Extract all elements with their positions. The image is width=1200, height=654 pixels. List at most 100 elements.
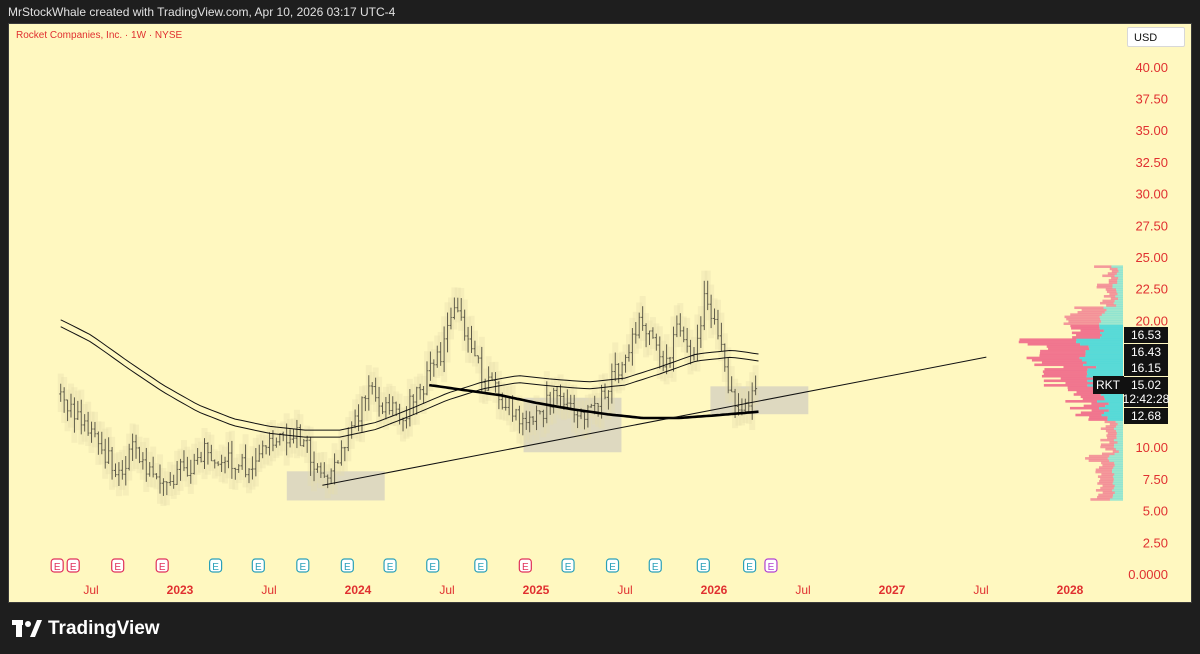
earnings-marker-letter: E: [609, 562, 616, 573]
volume-profile-bar: [1103, 306, 1123, 310]
earnings-marker: [426, 558, 440, 573]
volume-profile-bar: [1117, 441, 1123, 444]
volume-profile-bar: [1116, 425, 1123, 428]
volume-profile-bar: [1100, 477, 1114, 481]
volume-profile-bar: [1090, 498, 1110, 501]
price-bar-shadow: [667, 346, 674, 379]
volume-profile-bar: [1026, 356, 1080, 360]
volume-profile-bar: [1041, 374, 1087, 378]
volume-profile-bar: [1109, 454, 1123, 458]
volume-profile-bar: [1064, 315, 1100, 319]
price-bar-shadow: [560, 382, 567, 421]
price-bar-shadow: [718, 312, 725, 362]
support-trendline: [322, 356, 987, 486]
price-bar-shadow: [355, 394, 362, 442]
price-bar-shadow: [567, 384, 574, 418]
volume-profile-bar: [1095, 468, 1113, 472]
earnings-marker-letter: E: [54, 562, 61, 573]
price-bar-shadow: [115, 451, 122, 497]
price-bar-shadow: [341, 436, 348, 472]
price-bar-shadow: [239, 443, 246, 481]
price-bar-shadow: [468, 315, 475, 364]
price-bar-shadow: [526, 401, 533, 443]
currency-selector[interactable]: USD: [1127, 27, 1185, 47]
volume-profile-bar: [1086, 361, 1123, 364]
earnings-marker-letter: E: [565, 562, 572, 573]
chart-panel[interactable]: [8, 23, 1192, 603]
volume-profile-bar: [1039, 354, 1086, 357]
volume-profile-bar: [1088, 459, 1110, 462]
volume-profile-bar: [1031, 358, 1083, 362]
price-bar-shadow: [280, 421, 287, 452]
price-bar-shadow: [317, 452, 324, 489]
volume-profile-bar: [1114, 274, 1123, 278]
price-bar-shadow: [85, 401, 92, 447]
volume-profile-bar: [1019, 338, 1077, 341]
earnings-marker-letter: E: [387, 562, 394, 573]
x-tick-label: Jul: [973, 583, 988, 597]
price-bar-shadow: [424, 351, 431, 406]
earnings-marker: [696, 558, 710, 573]
price-bar-shadow: [112, 453, 119, 488]
price-bar-shadow: [506, 386, 513, 426]
volume-profile-bar: [1117, 292, 1123, 296]
volume-profile-bar: [1114, 463, 1123, 467]
price-bar-shadow: [465, 316, 472, 363]
volume-profile-bar: [1106, 434, 1117, 437]
volume-profile-bar: [1118, 450, 1123, 453]
x-tick-label: 2028: [1057, 583, 1084, 597]
price-label: 12.68: [1131, 409, 1161, 423]
price-bar-shadow: [670, 316, 677, 382]
price-bar-shadow: [513, 398, 520, 431]
x-tick-label: 2027: [879, 583, 906, 597]
volume-profile-bar: [1116, 434, 1123, 437]
earnings-marker-letter: E: [746, 562, 753, 573]
price-bar-shadow: [485, 356, 492, 401]
earnings-marker: [209, 558, 223, 573]
price-bar-shadow: [180, 440, 187, 482]
earnings-marker-letter: E: [344, 562, 351, 573]
price-bar-shadow: [184, 446, 191, 487]
volume-profile-bar: [1067, 386, 1099, 389]
volume-profile-bar: [1112, 283, 1123, 287]
x-tick-label: Jul: [617, 583, 632, 597]
price-bar-shadow: [304, 425, 311, 464]
ma-band-upper: [60, 319, 759, 431]
earnings-marker: [518, 558, 532, 573]
price-bar-shadow: [133, 424, 140, 469]
ma-slow-line: [429, 383, 759, 420]
volume-profile-bar: [1116, 431, 1123, 435]
price-bar-shadow: [74, 390, 81, 431]
volume-profile-bar: [1080, 411, 1105, 415]
volume-profile-bar: [1071, 331, 1101, 335]
price-bar-shadow: [636, 302, 643, 349]
price-bar-shadow: [352, 399, 359, 439]
earnings-marker-letter: E: [299, 562, 306, 573]
volume-profile-bar: [1111, 470, 1123, 474]
price-bar-shadow: [643, 313, 650, 358]
volume-profile-bar: [1113, 466, 1123, 469]
price-bar-shadow: [687, 329, 694, 375]
volume-profile-bar: [1116, 429, 1123, 433]
volume-profile-bar: [1115, 447, 1123, 451]
symbol-tag-box: [1093, 376, 1124, 394]
price-bar-shadow: [321, 451, 328, 489]
volume-profile-bar: [1097, 283, 1113, 287]
price-bar-shadow: [328, 458, 335, 494]
earnings-marker: [155, 558, 169, 573]
volume-profile-bar: [1101, 313, 1123, 316]
y-tick-label: 32.50: [1135, 155, 1168, 170]
price-bar-shadow: [400, 407, 407, 442]
price-bar-shadow: [530, 405, 537, 436]
price-bar-shadow: [163, 471, 170, 506]
volume-profile-bar: [1091, 409, 1109, 412]
price-bar-shadow: [427, 341, 434, 392]
price-bar-shadow: [235, 454, 242, 484]
price-bar-shadow: [293, 409, 300, 459]
price-bar-shadow: [362, 385, 369, 422]
tradingview-logo[interactable]: TradingView: [12, 618, 160, 640]
price-bar-shadow: [581, 400, 588, 440]
price-bar-shadow: [417, 373, 424, 410]
tradingview-wordmark: TradingView: [48, 618, 160, 639]
